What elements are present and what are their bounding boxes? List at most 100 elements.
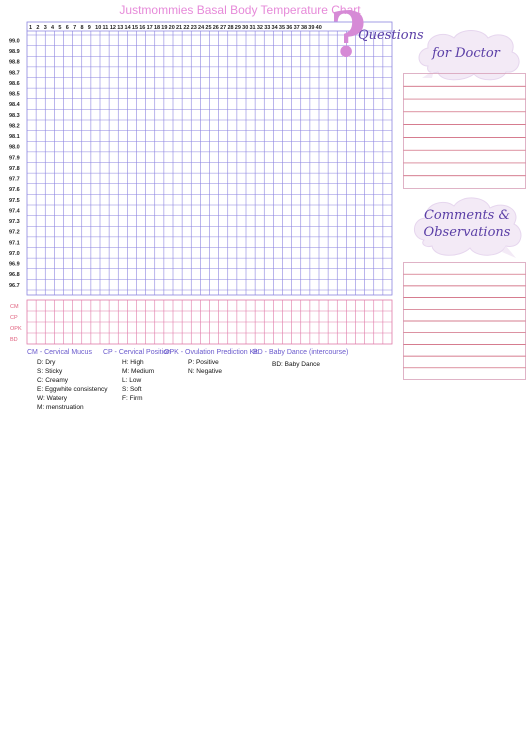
- day-number-label: 29: [235, 25, 241, 31]
- comments-label-line2: Observations: [423, 225, 511, 240]
- day-number-label: 12: [110, 25, 116, 31]
- day-number-label: 27: [220, 25, 226, 31]
- day-number-label: 30: [242, 25, 248, 31]
- day-number-label: 38: [301, 25, 307, 31]
- temperature-label: 98.6: [9, 81, 20, 87]
- tracking-row-label: BD: [10, 337, 18, 343]
- legend-cp-header: CP - Cervical Position: [103, 349, 171, 356]
- temperature-label: 96.9: [9, 262, 20, 268]
- temperature-label: 96.8: [9, 272, 20, 278]
- day-number-label: 23: [191, 25, 197, 31]
- day-number-label: 22: [183, 25, 189, 31]
- day-number-label: 13: [117, 25, 123, 31]
- day-number-label: 40: [316, 25, 322, 31]
- doctor-label: for Doctor: [432, 46, 500, 61]
- legend-bd-list: BD: Baby Dance: [272, 360, 320, 369]
- legend-opk-item: P: Positive: [188, 359, 219, 366]
- legend-cm-list: D: Dry S: Sticky C: Creamy E: Eggwhite cons…: [37, 358, 107, 412]
- temperature-label: 98.4: [9, 102, 21, 108]
- legend-cp-list: H: High M: Medium L: Low S: Soft F: Firm: [122, 358, 154, 403]
- legend-cm-item: M: menstruation: [37, 404, 84, 411]
- day-number-label: 25: [205, 25, 211, 31]
- day-number-label: 31: [250, 25, 256, 31]
- day-number-label: 35: [279, 25, 285, 31]
- temperature-label: 97.8: [9, 166, 20, 172]
- day-number-label: 34: [272, 25, 279, 31]
- legend-bd-item: BD: Baby Dance: [272, 361, 321, 368]
- temperature-label: 99.0: [9, 38, 20, 44]
- temperature-label: 97.9: [9, 155, 20, 161]
- legend-opk-list: P: Positive N: Negative: [188, 358, 222, 376]
- comments-label-line1: Comments &: [423, 208, 511, 223]
- doctor-notes-box[interactable]: [403, 73, 526, 189]
- day-number-label: 4: [51, 25, 55, 31]
- day-number-label: 21: [176, 25, 182, 31]
- day-number-label: 6: [66, 25, 69, 31]
- day-number-label: 16: [139, 25, 145, 31]
- temperature-label: 97.0: [9, 251, 20, 257]
- legend-cp-item: L: Low: [122, 377, 142, 384]
- day-number-label: 11: [103, 25, 109, 31]
- tracking-row-label: CM: [10, 304, 19, 310]
- temperature-label: 98.5: [9, 92, 20, 98]
- temperature-label: 98.8: [9, 60, 20, 66]
- day-number-label: 7: [73, 25, 76, 31]
- legend-cm-item: E: Eggwhite consistency: [37, 386, 108, 393]
- legend-cp-item: S: Soft: [122, 386, 142, 393]
- temperature-label: 97.4: [9, 208, 21, 214]
- tracking-row-label: CP: [10, 315, 18, 321]
- temperature-label: 97.6: [9, 187, 20, 193]
- legend-bd-header: BD - Baby Dance (intercourse): [253, 349, 349, 356]
- day-number-label: 33: [264, 25, 270, 31]
- legend-cp-item: H: High: [122, 359, 144, 366]
- bbt-chart-grid: 1 2 3 4 5 6 7 8 9 10 11 12 13 14 15 16 17 18 19 20 21 22 23 24 2…: [9, 21, 393, 345]
- page-title: Justmommies Basal Body Temperature Chart: [119, 3, 361, 17]
- temperature-label: 98.0: [9, 145, 20, 151]
- day-number-label: 14: [125, 25, 132, 31]
- temperature-label: 97.1: [9, 240, 20, 246]
- day-number-label: 5: [58, 25, 61, 31]
- day-number-label: 32: [257, 25, 263, 31]
- legend-cm-item: C: Creamy: [37, 377, 69, 384]
- temperature-label: 98.1: [9, 134, 20, 140]
- legend-cp-item: F: Firm: [122, 395, 143, 402]
- temperature-label: 96.7: [9, 283, 20, 289]
- temperature-label: 97.7: [9, 177, 20, 183]
- temperature-label: 97.3: [9, 219, 20, 225]
- day-number-label: 2: [36, 25, 39, 31]
- temperature-label: 97.2: [9, 230, 20, 236]
- day-number-label: 26: [213, 25, 219, 31]
- legend-cm-item: S: Sticky: [37, 368, 63, 375]
- legend-opk-header: OPK - Ovulation Prediction Kit: [164, 349, 258, 356]
- legend-cm-item: W: Watery: [37, 395, 67, 402]
- day-number-label: 24: [198, 25, 205, 31]
- day-number-label: 37: [294, 25, 300, 31]
- temperature-label: 97.5: [9, 198, 20, 204]
- day-number-label: 28: [227, 25, 233, 31]
- day-number-label: 19: [161, 25, 167, 31]
- comments-cloud-icon: [414, 197, 522, 258]
- day-number-label: 10: [95, 25, 101, 31]
- temperature-label: 98.3: [9, 113, 20, 119]
- legend-opk-item: N: Negative: [188, 368, 222, 375]
- temperature-label: 98.9: [9, 49, 20, 55]
- temperature-label: 98.7: [9, 70, 20, 76]
- day-number-label: 3: [44, 25, 47, 31]
- day-number-label: 36: [286, 25, 292, 31]
- tracking-row-label: OPK: [10, 326, 22, 332]
- day-number-label: 1: [29, 25, 32, 31]
- day-number-label: 15: [132, 25, 138, 31]
- comments-notes-box[interactable]: [403, 262, 526, 380]
- day-number-label: 9: [88, 25, 91, 31]
- legend-cm-item: D: Dry: [37, 359, 56, 366]
- notes-box-frame: [403, 73, 526, 189]
- question-mark-icon: ?: [330, 0, 367, 71]
- temperature-label: 98.2: [9, 123, 20, 129]
- doctor-cloud-icon: [418, 30, 520, 81]
- legend-cm-header: CM - Cervical Mucus: [27, 349, 92, 356]
- day-number-label: 17: [147, 25, 153, 31]
- questions-label: Questions: [358, 28, 424, 43]
- day-number-label: 18: [154, 25, 160, 31]
- legend-cp-item: M: Medium: [122, 368, 155, 375]
- day-number-label: 39: [308, 25, 314, 31]
